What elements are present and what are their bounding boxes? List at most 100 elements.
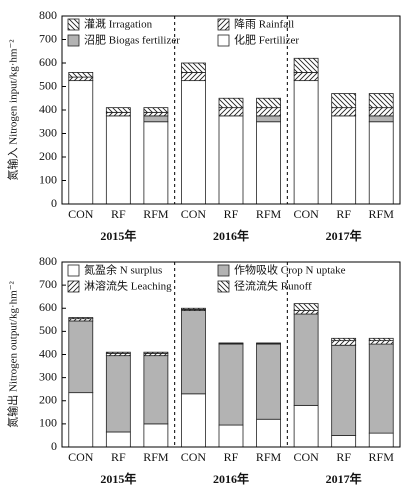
bar-segment [331,344,357,436]
bar-segment [368,337,394,342]
y-tick-label: 0 [51,439,57,453]
y-tick-label: 600 [39,300,57,314]
x-tick-label: RF [111,207,126,221]
group-label: 2015年 [100,471,136,486]
x-tick-label: RFM [369,450,395,464]
y-tick-label: 300 [39,125,57,139]
legend-label: 氮盈余 N surplus [84,263,162,277]
y-tick-label: 800 [39,254,57,268]
bar-segment [331,340,357,346]
bar-segment [256,107,281,117]
bar-segment [218,115,244,205]
x-tick-label: RF [336,207,351,221]
legend-label: 降雨 Rainfall [234,17,294,31]
bar-segment [256,418,281,448]
legend-swatch [217,34,230,47]
bar-segment [331,435,357,448]
y-tick-label: 500 [39,78,57,92]
bar-segment [181,80,206,205]
bar-segment [293,310,319,315]
bar-segment [181,62,206,73]
y-tick-label: 400 [39,346,57,360]
bar-segment [105,351,131,354]
bar-segment [368,340,394,345]
legend-label: 灌溉 Irragation [84,18,153,31]
plot-frame [61,261,401,448]
x-tick-label: RFM [256,450,282,464]
legend-swatch [217,280,230,293]
group-label: 2016年 [213,228,249,243]
bar-segment [105,431,131,448]
bar-segment [68,80,94,205]
legend-swatch [67,34,80,47]
x-tick-label: RFM [143,450,169,464]
bar-segment [181,72,206,82]
bar-segment [368,121,394,205]
y-tick-label: 0 [51,196,57,210]
y-tick-label: 200 [39,149,57,163]
bar-segment [331,93,357,109]
y-tick-label: 300 [39,369,57,383]
bar-segment [143,121,169,205]
bar-segment [256,97,281,109]
x-tick-label: CON [293,450,319,464]
bar-segment [143,107,169,113]
bar-segment [143,355,169,425]
bar-segment [218,97,244,109]
bar-segment [293,72,319,82]
x-tick-label: RFM [369,207,395,221]
bar-segment [68,72,94,78]
bar-segment [368,107,394,117]
legend-swatch [67,18,80,31]
bar-segment [143,111,169,117]
bar-segment [68,317,94,320]
bar-segment [293,80,319,205]
bar-segment [181,393,206,448]
bar-segment [181,307,206,310]
legend-label: 作物吸收 Crop N uptake [234,263,346,277]
bar-segment [256,121,281,205]
bar-segment [368,115,394,123]
bar-segment [218,107,244,117]
x-tick-label: RF [224,207,239,221]
bar-segment [143,115,169,123]
legend-swatch [67,280,80,293]
plot-frame [61,15,401,205]
bar-segment [181,310,206,395]
bar-segment [105,115,131,205]
bar-segment [256,115,281,123]
y-axis-label: 氮输出 Nitrogen output/kg·hm⁻² [6,281,20,428]
legend-label: 径流流失 Runoff [234,279,312,293]
y-tick-label: 100 [39,416,57,430]
y-tick-label: 500 [39,323,57,337]
bar-segment [68,76,94,82]
bar-segment [293,404,319,448]
group-label: 2016年 [213,471,249,486]
x-tick-label: CON [181,207,207,221]
group-label: 2017年 [326,471,362,486]
bar-segment [331,107,357,117]
bar-segment [68,320,94,394]
bar-segment [293,57,319,73]
x-tick-label: CON [68,207,94,221]
bar-segment [331,115,357,205]
legend-label: 沼肥 Biogas fertilizer [84,33,180,47]
bar-segment [143,423,169,448]
group-label: 2017年 [326,228,362,243]
group-label: 2015年 [100,228,136,243]
legend-swatch [217,264,230,277]
y-tick-label: 200 [39,393,57,407]
x-tick-label: RF [111,450,126,464]
bar-segment [105,111,131,117]
bar-segment [368,432,394,448]
bar-segment [368,343,394,434]
x-tick-label: RF [336,450,351,464]
bar-segment [218,424,244,448]
bar-segment [293,303,319,311]
bar-segment [218,343,244,426]
legend-label: 淋溶流失 Leaching [84,279,172,293]
y-axis-label: 氮输入 Nitrogen input/kg·hm⁻² [6,39,20,181]
y-tick-label: 700 [39,31,57,45]
x-tick-label: RF [224,450,239,464]
